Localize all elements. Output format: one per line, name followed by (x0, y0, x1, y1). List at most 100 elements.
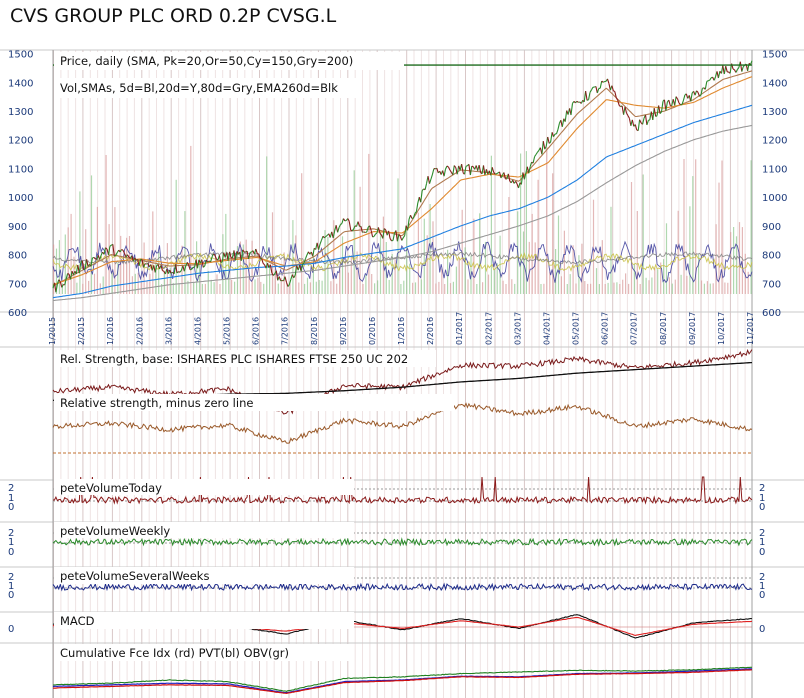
volume-bar (487, 274, 490, 294)
price-segment (257, 252, 260, 255)
volume-bar (528, 241, 530, 294)
price-segment (668, 99, 671, 106)
price-segment (154, 265, 158, 273)
volume-bar (464, 247, 466, 294)
price-segment (360, 226, 363, 233)
price-tick-right: 1200 (762, 136, 787, 147)
price-segment (341, 218, 344, 224)
price-segment (611, 85, 614, 92)
volume-bar (128, 236, 131, 294)
grid-stripe (612, 50, 614, 698)
grid-stripe (494, 50, 496, 698)
grid-stripe (281, 50, 283, 698)
volume-bar (555, 249, 557, 294)
volume-bar (505, 284, 507, 294)
grid-stripe (266, 50, 268, 698)
price-segment (213, 253, 216, 256)
grid-stripe (604, 50, 606, 698)
price-segment (179, 269, 182, 273)
price-segment (240, 249, 244, 261)
volume-bar (339, 270, 341, 294)
volume-bar (622, 279, 624, 294)
grid-stripe (575, 50, 577, 698)
volume-bar (724, 282, 726, 294)
small-tick-left: 2 (8, 483, 14, 494)
volume-bar (735, 236, 738, 294)
price-segment (269, 264, 273, 274)
price-segment (436, 168, 439, 174)
price-segment (221, 252, 225, 262)
volume-bar (674, 279, 676, 294)
price-segment (503, 172, 506, 180)
volume-bar (630, 182, 633, 294)
small-tick-left: 0 (8, 502, 14, 513)
price-segment (388, 230, 391, 239)
small-tick-right: 0 (759, 547, 765, 558)
volume-bar (274, 268, 276, 294)
small-tick-right: 1 (759, 537, 765, 548)
price-segment (338, 224, 341, 228)
small-tick-right: 2 (759, 572, 765, 583)
volume-bar (251, 240, 253, 294)
price-tick-left: 900 (8, 222, 27, 233)
price-segment (555, 129, 559, 134)
small-tick-left: 0 (8, 590, 14, 601)
price-segment (64, 279, 67, 285)
volume-bar (700, 280, 703, 294)
grid-stripe (229, 50, 231, 698)
volume-bar (727, 282, 729, 294)
volume-bar (254, 279, 256, 294)
grid-stripe (619, 50, 621, 698)
price-tick-left: 1200 (8, 136, 33, 147)
pv-several-label: peteVolumeSeveralWeeks (60, 569, 209, 583)
price-segment (537, 150, 540, 153)
volume-bar (61, 283, 63, 294)
pv-today-label: peteVolumeToday (60, 481, 162, 495)
price-segment (59, 281, 63, 288)
price-segment (160, 265, 163, 271)
price-segment (407, 219, 410, 231)
volume-bar (479, 213, 481, 294)
volume-bar (178, 284, 180, 294)
price-segment (247, 252, 251, 260)
cumulative-lines (52, 666, 753, 695)
volume-bar (578, 255, 580, 294)
volume-bar (712, 283, 714, 294)
volume-bar (665, 223, 668, 294)
volume-bar (394, 259, 396, 294)
volume-bar (347, 272, 349, 294)
volume-panel-label: Vol,SMAs, 5d=Bl,20d=Y,80d=Gry,EMA260d=Bl… (60, 81, 338, 95)
volume-bar (423, 218, 425, 294)
price-segment (109, 244, 112, 247)
price-segment (739, 61, 743, 72)
grid-stripe (626, 50, 628, 698)
grid-stripe (707, 50, 709, 698)
price-segment (285, 282, 289, 287)
volume-bar (642, 174, 644, 294)
grid-stripe (487, 50, 489, 698)
volume-bar (409, 263, 411, 294)
price-segment (415, 202, 419, 212)
volume-bar (490, 155, 492, 294)
price-segment (615, 97, 619, 101)
chart-title: CVS GROUP PLC ORD 0.2P CVSG.L (10, 5, 337, 27)
price-segment (498, 171, 502, 179)
grid-stripe (222, 50, 224, 698)
volume-bar (706, 281, 708, 294)
rs-panel-label: Rel. Strength, base: ISHARES PLC ISHARES… (60, 352, 408, 366)
price-segment (517, 182, 521, 189)
volume-bar (692, 176, 694, 294)
price-segment (532, 156, 536, 164)
price-segment (595, 86, 598, 94)
price-segment (131, 255, 134, 262)
small-tick-left: 0 (8, 547, 14, 558)
volume-bar (301, 173, 303, 294)
pv-several-label-box (54, 567, 354, 584)
volume-bar (663, 259, 665, 294)
grid-stripe (119, 50, 121, 698)
small-tick-left: 2 (8, 572, 14, 583)
price-segment (449, 169, 452, 173)
price-segment (678, 102, 681, 106)
rs-label-box (54, 350, 436, 367)
price-segment (81, 260, 85, 270)
